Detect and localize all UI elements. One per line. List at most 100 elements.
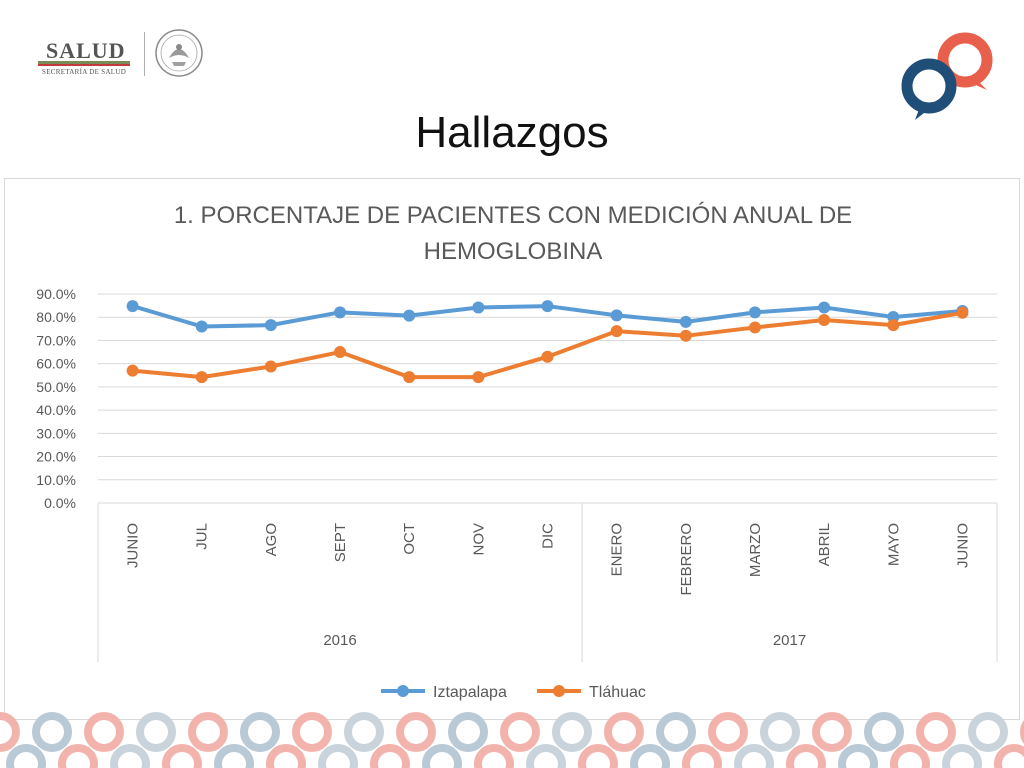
data-point <box>472 371 485 384</box>
footer-ring <box>422 744 462 768</box>
footer-ring <box>656 712 696 752</box>
footer-ring <box>110 744 150 768</box>
footer-ring <box>396 712 436 752</box>
footer-ring <box>0 712 20 752</box>
data-point <box>818 314 831 327</box>
x-tick-label: FEBRERO <box>678 523 695 596</box>
footer-ring <box>84 712 124 752</box>
y-tick-label: 50.0% <box>36 379 76 395</box>
x-tick-label: JUNIO <box>125 523 142 568</box>
x-tick-label: JUL <box>194 523 211 550</box>
data-point <box>679 315 692 328</box>
y-tick-label: 30.0% <box>36 425 76 441</box>
x-tick-label: SEPT <box>332 523 349 562</box>
y-tick-label: 80.0% <box>36 309 76 325</box>
chart-container: 1. PORCENTAJE DE PACIENTES CON MEDICIÓN … <box>4 178 1020 720</box>
x-group-label: 2017 <box>773 632 806 649</box>
footer-ring <box>6 744 46 768</box>
footer-ring <box>578 744 618 768</box>
footer-ring <box>136 712 176 752</box>
x-tick-label: DIC <box>540 523 557 549</box>
data-point <box>264 360 277 373</box>
footer-ring <box>188 712 228 752</box>
y-tick-label: 90.0% <box>36 286 76 302</box>
salud-wordmark: SALUD <box>46 38 126 63</box>
footer-ring <box>838 744 878 768</box>
footer-ring <box>760 712 800 752</box>
footer-ring <box>734 744 774 768</box>
x-tick-label: MAYO <box>885 523 902 566</box>
footer-ring-pattern <box>0 712 1024 768</box>
data-point <box>195 320 208 333</box>
y-tick-label: 60.0% <box>36 356 76 372</box>
footer-ring <box>916 712 956 752</box>
salud-logo-bar-red <box>38 64 130 66</box>
legend-label: Tláhuac <box>589 684 646 701</box>
data-point <box>818 301 831 314</box>
data-point <box>541 300 554 313</box>
footer-ring <box>708 712 748 752</box>
legend-swatch-marker <box>553 685 565 697</box>
y-tick-label: 70.0% <box>36 332 76 348</box>
data-point <box>334 306 347 319</box>
footer-ring <box>864 712 904 752</box>
data-point <box>679 329 692 342</box>
footer-ring <box>630 744 670 768</box>
footer-ring <box>968 712 1008 752</box>
salud-logo-bar <box>38 61 130 64</box>
footer-ring <box>292 712 332 752</box>
footer-ring <box>500 712 540 752</box>
data-point <box>126 364 139 377</box>
footer-ring <box>890 744 930 768</box>
data-point <box>195 371 208 384</box>
footer-ring <box>994 744 1024 768</box>
data-point <box>748 306 761 319</box>
salud-logo: SALUD SECRETARÍA DE SALUD <box>36 28 216 80</box>
footer-ring <box>474 744 514 768</box>
slide-title: Hallazgos <box>415 108 609 157</box>
legend-label: Iztapalapa <box>433 684 507 701</box>
footer-ring <box>682 744 722 768</box>
y-tick-label: 40.0% <box>36 402 76 418</box>
footer-ring <box>240 712 280 752</box>
data-point <box>748 321 761 334</box>
footer-ring <box>942 744 982 768</box>
series-lines <box>126 300 969 384</box>
line-chart: 1. PORCENTAJE DE PACIENTES CON MEDICIÓN … <box>36 202 998 701</box>
x-tick-label: ABRIL <box>816 523 833 566</box>
data-point <box>403 309 416 322</box>
footer-ring <box>266 744 306 768</box>
footer-ring <box>344 712 384 752</box>
salud-subtitle: SECRETARÍA DE SALUD <box>42 68 127 76</box>
logo-divider <box>144 32 145 76</box>
y-tick-label: 20.0% <box>36 449 76 465</box>
x-tick-label: ENERO <box>609 523 626 576</box>
data-point <box>264 319 277 332</box>
x-tick-label: JUNIO <box>954 523 971 568</box>
x-tick-label: AGO <box>263 523 280 556</box>
data-point <box>887 319 900 332</box>
footer-ring <box>552 712 592 752</box>
data-point <box>610 309 623 322</box>
footer-ring <box>812 712 852 752</box>
legend-swatch-marker <box>397 685 409 697</box>
data-point <box>472 301 485 314</box>
footer-ring <box>162 744 202 768</box>
x-tick-label: MARZO <box>747 523 764 577</box>
mexico-seal-icon <box>155 29 203 77</box>
data-point <box>956 306 969 319</box>
footer-ring <box>370 744 410 768</box>
y-axis-ticks: 90.0% 80.0% 70.0% 60.0% 50.0% 40.0% 30.0% 20.0%… <box>36 286 76 511</box>
footer-ring <box>604 712 644 752</box>
y-tick-label: 10.0% <box>36 472 76 488</box>
footer-ring <box>318 744 358 768</box>
data-point <box>334 346 347 359</box>
footer-ring <box>32 712 72 752</box>
footer-ring <box>214 744 254 768</box>
x-tick-label: NOV <box>470 523 487 556</box>
y-tick-label: 0.0% <box>44 495 76 511</box>
chart-legend: Iztapalapa Tláhuac <box>381 684 646 701</box>
data-point <box>126 300 139 313</box>
chart-title-line-2: HEMOGLOBINA <box>424 238 603 265</box>
data-point <box>610 325 623 338</box>
